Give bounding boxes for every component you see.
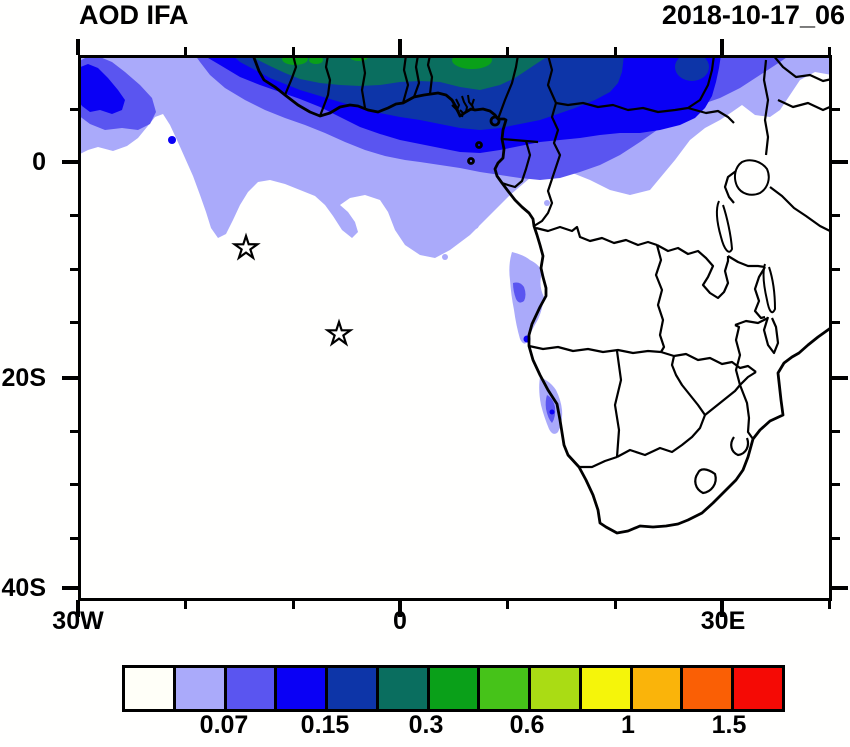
station-star-2 <box>324 318 354 347</box>
colorbar-cell <box>325 668 376 709</box>
axis-tick <box>613 600 617 609</box>
axis-tick <box>70 320 78 324</box>
map-frame-border <box>78 55 832 601</box>
axis-tick <box>827 47 831 55</box>
colorbar-cell <box>731 668 782 709</box>
lakes <box>715 159 777 314</box>
axis-tick <box>62 586 78 590</box>
axis-tick <box>832 107 840 111</box>
colorbar-cell <box>223 668 275 709</box>
axis-tick <box>291 47 295 55</box>
axis-tick <box>832 586 848 590</box>
axis-tick <box>720 600 724 617</box>
axis-tick <box>398 600 402 617</box>
axis-tick <box>70 267 78 271</box>
lake-tanganyika <box>715 200 734 253</box>
axis-tick <box>832 536 840 540</box>
axis-tick <box>70 536 78 540</box>
colorbar <box>122 665 785 712</box>
axis-tick <box>832 320 840 324</box>
axis-tick <box>613 47 617 55</box>
colorbar-cell <box>578 668 630 709</box>
station-star-1 <box>231 232 261 261</box>
colorbar-cell <box>375 668 427 709</box>
colorbar-cell <box>477 668 529 709</box>
axis-tick <box>398 39 402 55</box>
timestamp-label: 2018-10-17_06 <box>661 0 845 30</box>
principe-island <box>475 141 483 149</box>
y-axis-label-0: 0 <box>32 148 46 176</box>
colorbar-tick-label: 0.07 <box>199 711 249 739</box>
country-borders <box>283 55 832 495</box>
axis-tick <box>70 429 78 433</box>
colorbar-cell <box>172 668 224 709</box>
colorbar-cell <box>629 668 681 709</box>
axis-tick <box>832 376 848 380</box>
axis-tick <box>291 600 295 609</box>
axis-tick <box>70 107 78 111</box>
axis-tick <box>832 160 848 164</box>
axis-tick <box>505 47 509 55</box>
axis-tick <box>62 376 78 380</box>
colorbar-tick-label: 0.3 <box>408 711 444 739</box>
axis-tick <box>183 47 187 55</box>
bioko-island <box>489 115 501 127</box>
colorbar-cell <box>680 668 732 709</box>
colorbar-cell <box>528 668 579 709</box>
aod-contour-field <box>78 55 832 434</box>
colorbar-tick-label: 1 <box>621 711 635 739</box>
colorbar-tick-label: 1.5 <box>711 711 747 739</box>
colorbar-cell <box>426 668 478 709</box>
sao-tome-island <box>467 157 475 165</box>
axis-tick <box>70 213 78 217</box>
axis-tick <box>832 482 840 486</box>
colorbar-tick-label: 0.15 <box>300 711 350 739</box>
lesotho-border <box>694 468 717 495</box>
axis-tick <box>720 39 724 55</box>
page-title: AOD IFA <box>79 0 189 30</box>
y-axis-label-20s: 20S <box>1 364 46 392</box>
axis-tick <box>70 482 78 486</box>
axis-tick <box>832 429 840 433</box>
axis-tick <box>62 160 78 164</box>
axis-tick <box>827 600 831 609</box>
star-markers <box>231 232 354 347</box>
y-axis-label-40s: 40S <box>1 574 46 602</box>
axis-tick <box>76 39 80 55</box>
map-canvas <box>78 55 832 601</box>
colorbar-cell <box>125 668 173 709</box>
axis-tick <box>183 600 187 609</box>
lake-victoria <box>733 159 770 196</box>
axis-tick <box>76 600 80 617</box>
eswatini-border <box>730 436 750 457</box>
colorbar-tick-label: 0.6 <box>509 711 545 739</box>
x-axis-label-0: 0 <box>393 607 407 635</box>
colorbar-cell <box>274 668 326 709</box>
niger-delta-rivers <box>451 94 475 118</box>
axis-tick <box>832 267 840 271</box>
lake-malawi <box>762 263 777 314</box>
axis-tick <box>832 213 840 217</box>
axis-tick <box>505 600 509 609</box>
